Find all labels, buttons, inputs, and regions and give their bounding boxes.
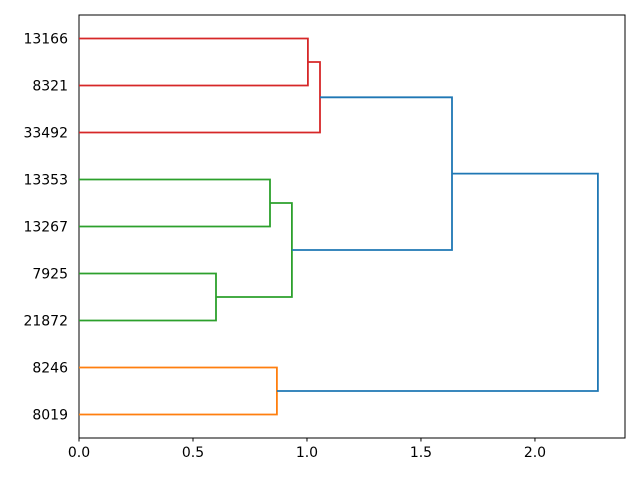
leaf-label-13166: 13166 xyxy=(23,32,68,48)
x-tick-label: 1.0 xyxy=(296,445,318,461)
leaf-label-13353: 13353 xyxy=(23,173,68,189)
x-tick-label: 0.5 xyxy=(182,445,204,461)
leaf-label-13267: 13267 xyxy=(23,220,68,236)
leaf-label-21872: 21872 xyxy=(23,314,68,330)
leaf-label-8246: 8246 xyxy=(32,361,68,377)
link-blue-root xyxy=(276,172,599,392)
x-tick-label: 0.0 xyxy=(68,445,90,461)
leaf-label-7925: 7925 xyxy=(32,267,68,283)
leaf-label-33492: 33492 xyxy=(23,126,68,142)
leaf-label-8019: 8019 xyxy=(32,408,68,424)
x-tick-label: 1.5 xyxy=(410,445,432,461)
leaf-label-8321: 8321 xyxy=(32,79,68,95)
x-tick-label: 2.0 xyxy=(524,445,546,461)
